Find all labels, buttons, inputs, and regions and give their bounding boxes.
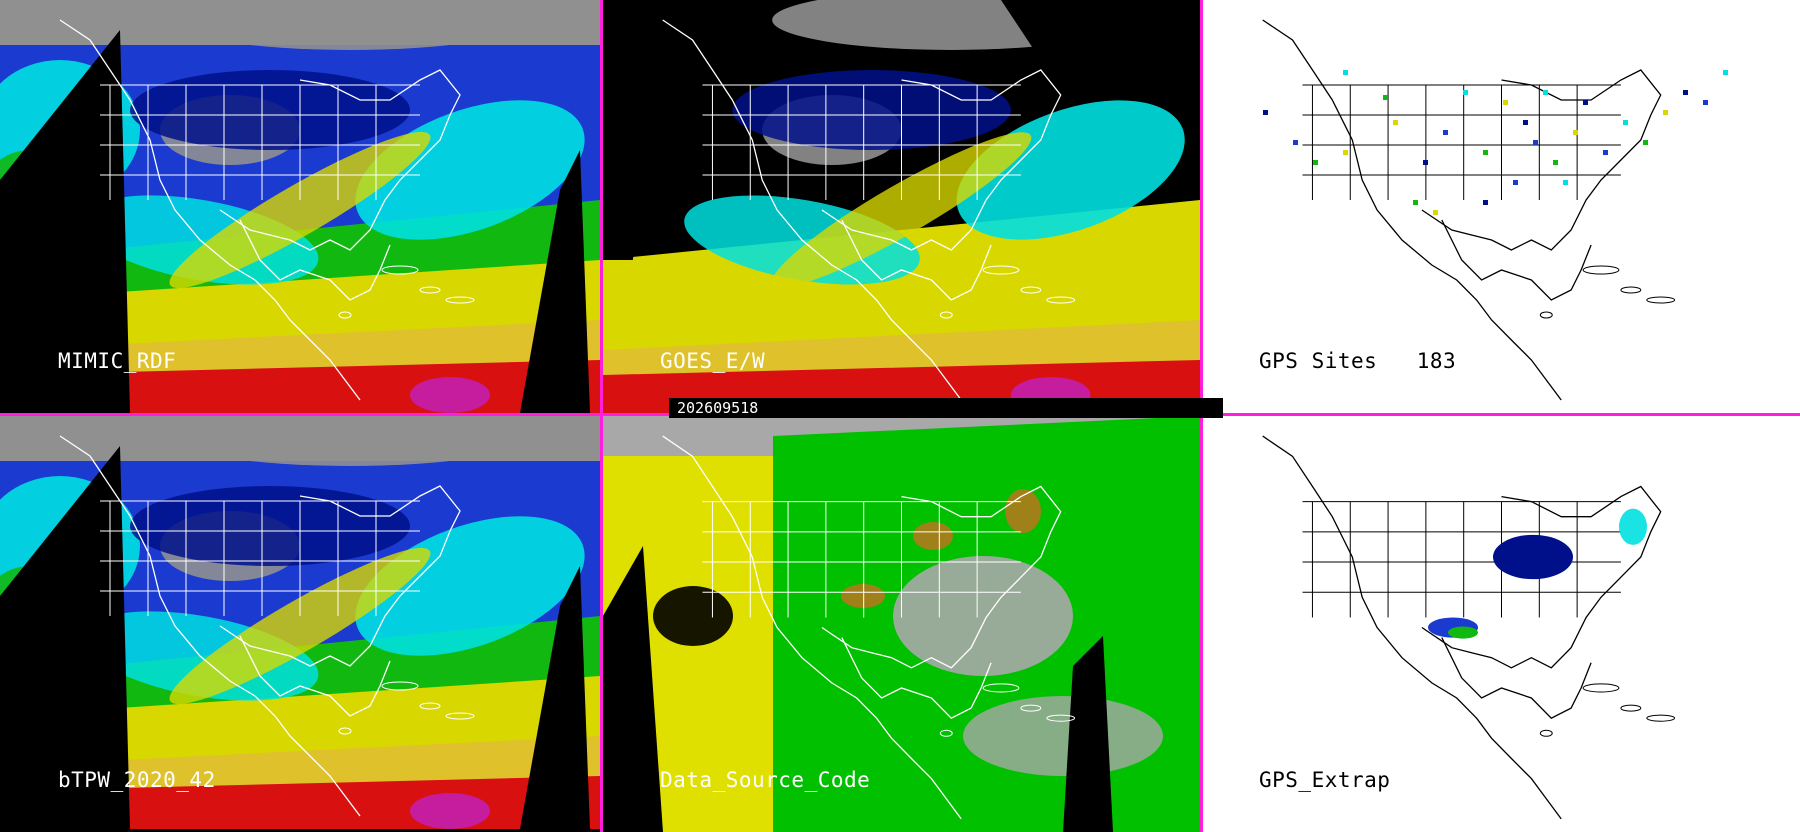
tpw-field-map [0, 0, 600, 413]
gps-extrap-panel: GPS_Extrap [1203, 416, 1800, 832]
data-source-map [603, 416, 1200, 832]
mimic-panel-label: MIMIC_RDF [58, 349, 177, 373]
btpw-field-map [0, 416, 600, 829]
gps-extrap-label: GPS_Extrap [1259, 768, 1391, 792]
gps-sites-panel: GPS Sites 183 [1203, 0, 1800, 413]
mimic-panel: MIMIC_RDF [0, 0, 600, 413]
btpw-panel: bTPW_2020_42 [0, 416, 600, 832]
timestamp-bar: 202609518 [669, 398, 1223, 418]
data-source-panel: Data_Source_Code [603, 416, 1200, 832]
gps-sites-label: GPS Sites 183 [1259, 349, 1457, 373]
goes-panel-label: GOES_E/W [660, 349, 766, 373]
btpw-panel-label: bTPW_2020_42 [58, 768, 216, 792]
goes-tpw-map [603, 0, 1200, 413]
goes-panel: GOES_E/W [603, 0, 1200, 413]
gps-extrap-map [1203, 416, 1800, 832]
gps-sites-map [1203, 0, 1800, 413]
data-source-label: Data_Source_Code [660, 768, 871, 792]
vertical-divider-left [600, 0, 603, 832]
